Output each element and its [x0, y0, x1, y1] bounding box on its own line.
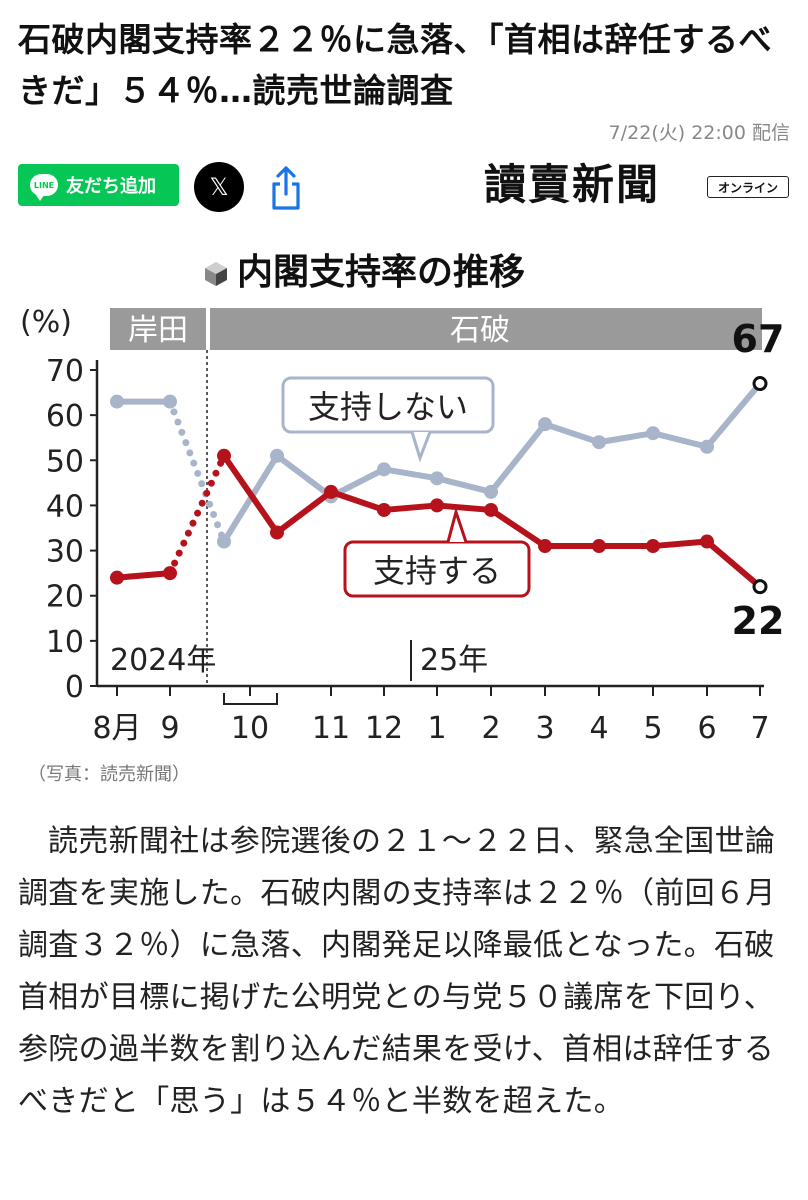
support-label-box [343, 540, 531, 598]
yomiuri-logo: 讀賣新聞 [484, 160, 661, 209]
chart-title-group: 内閣支持率の推移 [205, 252, 525, 293]
series-0-point [592, 539, 606, 554]
series-0-point [270, 525, 284, 540]
share-icon [272, 166, 300, 210]
series-1-point [484, 484, 498, 499]
ishiba-band [210, 308, 762, 350]
series-0-point [110, 570, 124, 585]
period-label-kishida: 岸田 [128, 313, 188, 348]
y-tick-label: 70 [46, 354, 84, 389]
x-tick-label: 3 [535, 711, 554, 746]
line-icon: LINE [30, 174, 58, 201]
y-tick-label: 50 [46, 444, 84, 479]
line-add-friend-button[interactable]: LINE 友だち追加 [18, 164, 179, 206]
series-0-dotted [166, 452, 228, 577]
october-bracket [223, 693, 278, 705]
support-label-pointer [446, 506, 468, 543]
series-0-point [217, 448, 231, 463]
series-0-point [700, 534, 714, 549]
series-1-point [430, 471, 444, 486]
series-1-point [270, 448, 284, 463]
series-1-point [163, 394, 177, 409]
x-tick-label: 2 [481, 711, 500, 746]
series-1-point [377, 462, 391, 477]
series-1-point [700, 439, 714, 454]
x-tick-label: 5 [643, 711, 662, 746]
publish-date: 7/22(火) 22:00 配信 [608, 122, 790, 144]
share-button[interactable] [266, 164, 306, 212]
series-1-dotted [166, 398, 228, 546]
series-1-point [752, 376, 768, 392]
x-tick-label: 9 [160, 711, 179, 746]
y-tick-label: 20 [46, 580, 84, 615]
cube-icon [205, 262, 227, 286]
y-axis-unit: (%) [20, 305, 72, 340]
x-tick-label: 12 [365, 711, 403, 746]
x-tick-label: 7 [750, 711, 769, 746]
x-share-button[interactable]: 𝕏 [194, 162, 244, 212]
kishida-band [110, 308, 206, 350]
y-tick-label: 60 [46, 399, 84, 434]
nonsupport-label-pointer [410, 431, 432, 463]
y-tick-label: 0 [65, 670, 84, 705]
article-body: 読売新聞社は参院選後の２１〜２２日、緊急全国世論調査を実施した。石破内閣の支持率… [18, 824, 776, 1119]
nonsupport-label: 支持しない [308, 388, 468, 426]
series-0-point [324, 484, 338, 499]
series-0-point [538, 539, 552, 554]
series-1-point [646, 426, 660, 441]
period-label-ishiba: 石破 [450, 313, 510, 348]
nonsupport-label-box [281, 376, 495, 434]
year-label-2024: 2024年 [110, 643, 216, 678]
series-0-point [646, 539, 660, 554]
series-0-point [484, 502, 498, 517]
series-0-point [430, 498, 444, 513]
x-tick-label: 6 [697, 711, 716, 746]
x-tick-label: 8月 [92, 711, 141, 746]
series-0-point [163, 566, 177, 581]
x-logo-icon: 𝕏 [209, 173, 229, 201]
chart-title: 内閣支持率の推移 [237, 252, 525, 293]
series-1-point [592, 435, 606, 450]
series-1-point [110, 394, 124, 409]
support-label: 支持する [373, 552, 501, 590]
line-button-label: 友だち追加 [66, 176, 156, 197]
online-tag: オンライン [707, 176, 789, 198]
year-label-2025: 25年 [420, 643, 488, 678]
series-0-point [752, 579, 768, 595]
photo-caption: （写真：読売新聞） [28, 764, 190, 785]
end-value-nonsupport: 67 [732, 317, 785, 361]
x-tick-label: 11 [312, 711, 350, 746]
x-tick-label: 4 [589, 711, 608, 746]
x-tick-label: 1 [427, 711, 446, 746]
y-tick-label: 40 [46, 489, 84, 524]
end-value-support: 22 [732, 599, 785, 643]
approval-rating-chart: 内閣支持率の推移 (%) 岸田 石破 0 10 20 30 40 50 60 70 8月 9 10 1… [20, 252, 785, 746]
series-1-point [538, 417, 552, 432]
series-1-point [217, 534, 231, 549]
y-tick-label: 10 [46, 625, 84, 660]
y-tick-label: 30 [46, 535, 84, 570]
series-0-point [377, 502, 391, 517]
x-tick-label: 10 [231, 711, 269, 746]
series-0-line-kishida [116, 570, 171, 581]
article-headline: 石破内閣支持率２２％に急落、「首相は辞任するべきだ」５４％…読売世論調査 [18, 20, 772, 110]
